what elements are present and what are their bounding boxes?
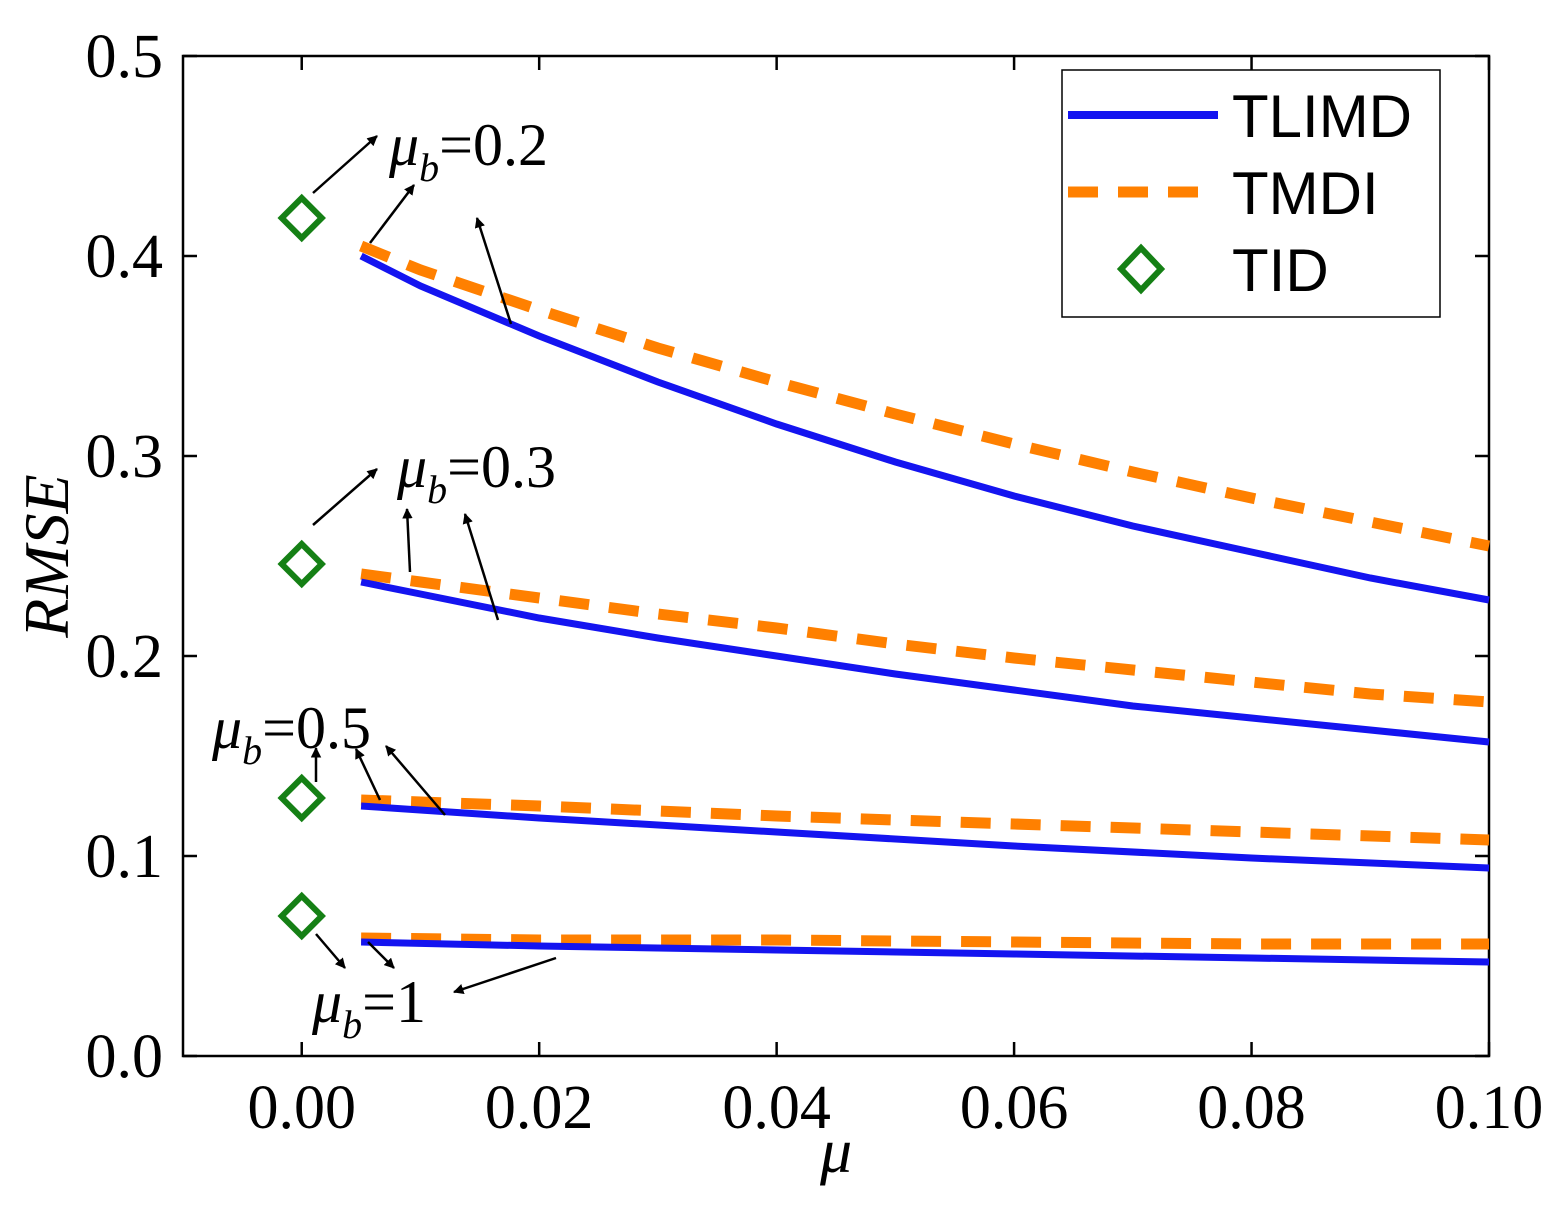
y-tick-label: 0.3 — [86, 423, 164, 491]
annotation-arrow — [354, 748, 382, 801]
annotation-arrow — [369, 184, 415, 244]
tmdi-line-1 — [359, 240, 1491, 552]
tlimd-line-4 — [361, 938, 1490, 966]
annotation-value: =0.3 — [447, 434, 556, 500]
annotation-subscript: b — [242, 728, 262, 773]
annotation-value: =0.5 — [262, 695, 371, 761]
y-tick-label: 0.1 — [86, 823, 164, 891]
annotation-value: =1 — [362, 969, 426, 1035]
annotation-label-4: μb=1 — [311, 969, 426, 1047]
annotation-arrow — [385, 745, 446, 816]
annotation-arrow — [367, 941, 395, 969]
annotation-subscript: b — [342, 1002, 362, 1047]
annotation-arrow — [462, 512, 500, 621]
x-tick-label: 0.08 — [1197, 1074, 1306, 1142]
annotation-arrows — [310, 135, 557, 994]
annotation-arrow — [315, 933, 346, 969]
annotation-arrow — [453, 956, 557, 994]
annotation-symbol: μ — [388, 112, 419, 178]
tid-marker-1 — [277, 193, 326, 243]
annotation-symbol: μ — [211, 695, 242, 761]
x-axis-title: μ — [819, 1115, 852, 1186]
tid-marker-4 — [277, 891, 326, 941]
y-axis-title: RMSE — [11, 474, 82, 639]
x-tick-label: 0.10 — [1435, 1074, 1544, 1142]
legend-swatch-tid — [1116, 243, 1166, 295]
annotation-arrow — [474, 217, 513, 325]
tid-markers — [277, 193, 326, 941]
legend-label-tmdi: TMDI — [1232, 160, 1379, 227]
annotation-labels: μb=0.2μb=0.3μb=0.5μb=1 — [211, 112, 556, 1047]
tlimd-line-3 — [360, 802, 1490, 872]
x-tick-label: 0.02 — [485, 1074, 594, 1142]
y-tick-label: 0.5 — [86, 23, 164, 91]
annotation-arrow — [312, 135, 378, 194]
annotation-label-1: μb=0.2 — [388, 112, 548, 190]
axis-tick-labels: 0.00 0.02 0.04 0.06 0.08 0.10 0.0 0.1 0.2 0.3 0.4 0… — [86, 23, 1544, 1142]
annotation-arrow — [312, 468, 378, 526]
y-tick-label: 0.4 — [86, 223, 164, 291]
tid-marker-3 — [277, 773, 326, 823]
data-series — [359, 240, 1491, 966]
legend: TLIMD TMDI TID — [1061, 69, 1441, 318]
annotation-subscript: b — [427, 467, 447, 512]
annotation-subscript: b — [419, 145, 439, 190]
annotation-label-2: μb=0.3 — [396, 434, 556, 512]
annotation-symbol: μ — [311, 969, 342, 1035]
legend-label-tid: TID — [1232, 237, 1329, 304]
x-tick-label: 0.06 — [960, 1074, 1069, 1142]
annotation-arrow — [402, 507, 413, 573]
legend-label-tlimd: TLIMD — [1232, 83, 1412, 150]
annotation-label-3: μb=0.5 — [211, 695, 371, 773]
tid-marker-2 — [277, 539, 326, 589]
x-tick-label: 0.04 — [722, 1074, 831, 1142]
tlimd-line-1 — [359, 252, 1490, 604]
tlimd-line-2 — [360, 578, 1490, 746]
annotation-value: =0.2 — [439, 112, 548, 178]
y-tick-label: 0.0 — [86, 1023, 164, 1091]
x-tick-label: 0.00 — [247, 1074, 356, 1142]
annotation-symbol: μ — [396, 434, 427, 500]
y-tick-label: 0.2 — [86, 623, 164, 691]
axis-ticks — [183, 54, 1491, 1058]
